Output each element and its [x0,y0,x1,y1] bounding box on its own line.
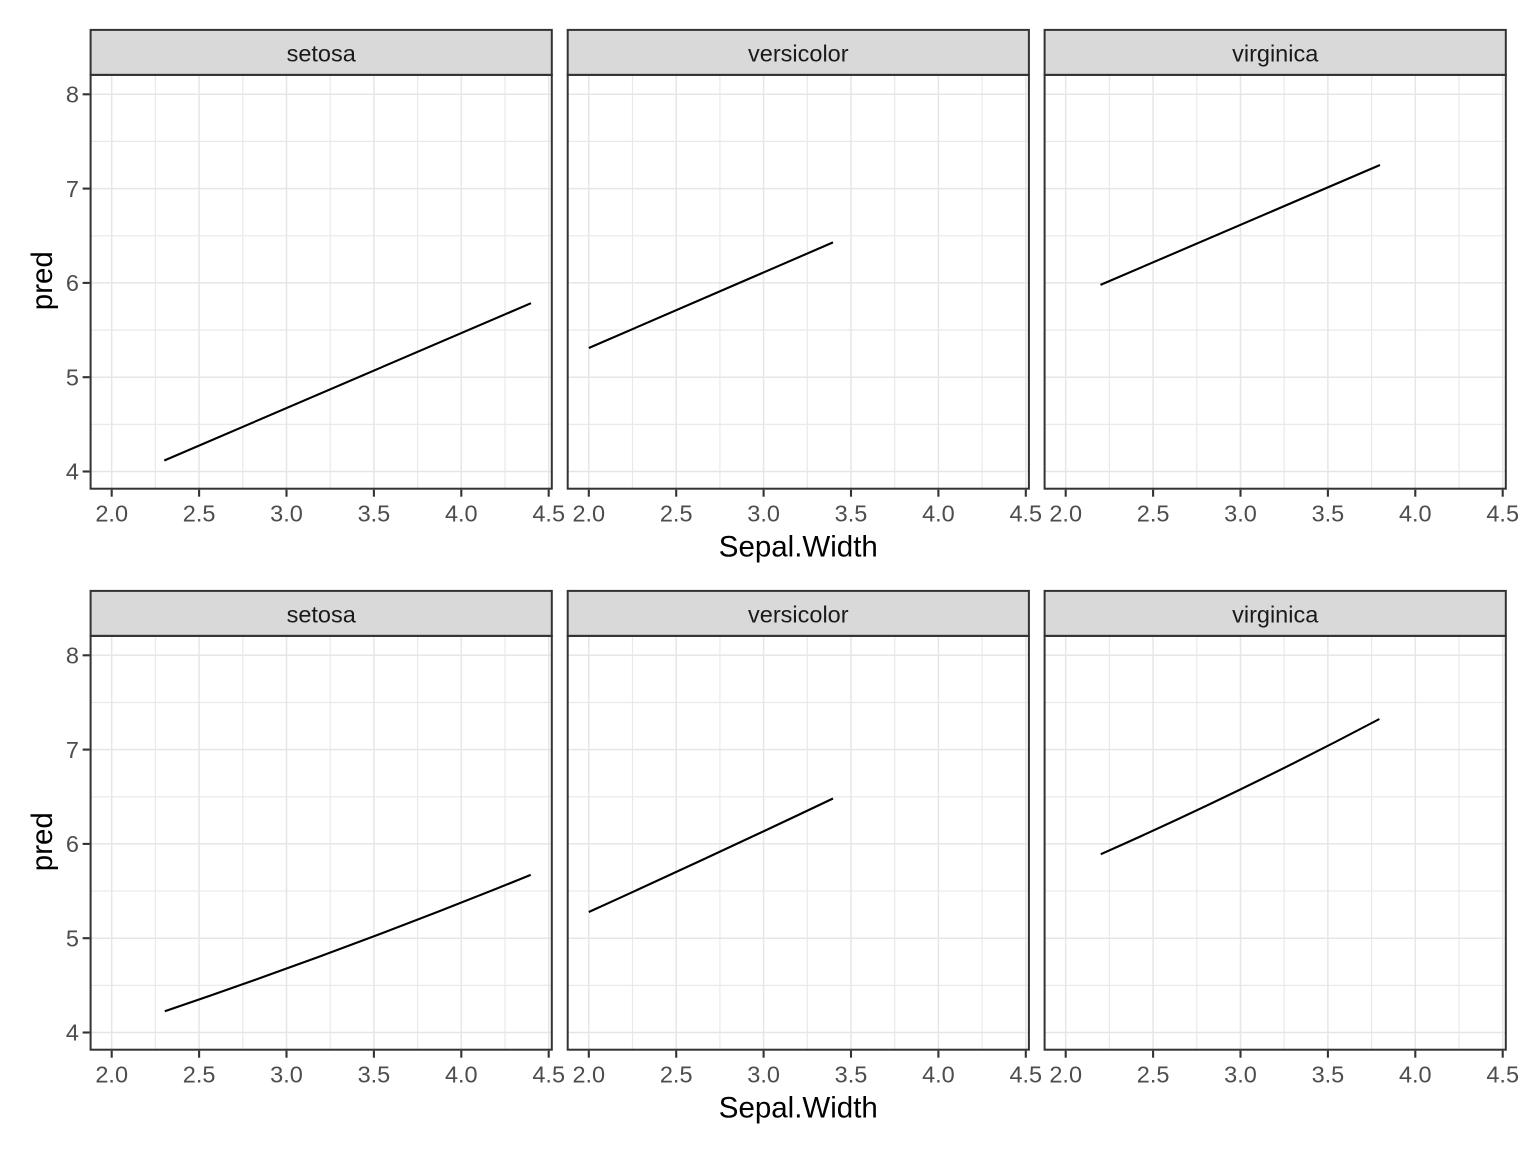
svg-text:virginica: virginica [1232,601,1319,627]
svg-text:3.5: 3.5 [1312,1062,1345,1088]
svg-text:Sepal.Width: Sepal.Width [719,531,878,564]
svg-text:3.5: 3.5 [1312,501,1345,527]
svg-text:setosa: setosa [287,40,357,66]
svg-text:6: 6 [66,831,79,857]
svg-text:7: 7 [66,737,79,763]
svg-text:4.5: 4.5 [532,1062,565,1088]
svg-text:4.5: 4.5 [1009,501,1042,527]
svg-text:4.5: 4.5 [1009,1062,1042,1088]
svg-text:3.5: 3.5 [835,1062,868,1088]
svg-text:4.0: 4.0 [1399,501,1432,527]
svg-text:3.0: 3.0 [270,1062,303,1088]
svg-text:4.0: 4.0 [922,1062,955,1088]
svg-text:virginica: virginica [1232,40,1319,66]
svg-text:3.0: 3.0 [1224,501,1257,527]
svg-text:pred: pred [26,812,59,871]
svg-text:3.0: 3.0 [747,501,780,527]
svg-text:4.5: 4.5 [1486,1062,1519,1088]
svg-text:4: 4 [66,459,79,485]
svg-text:versicolor: versicolor [748,601,849,627]
svg-text:3.0: 3.0 [747,1062,780,1088]
svg-text:3.0: 3.0 [1224,1062,1257,1088]
svg-text:2.0: 2.0 [572,1062,605,1088]
svg-text:3.5: 3.5 [358,1062,391,1088]
svg-text:pred: pred [26,251,59,310]
svg-text:2.0: 2.0 [1049,1062,1082,1088]
svg-text:4.0: 4.0 [445,501,478,527]
svg-text:4.0: 4.0 [922,501,955,527]
svg-text:2.5: 2.5 [660,1062,693,1088]
svg-text:8: 8 [66,643,79,669]
svg-text:6: 6 [66,270,79,296]
svg-text:2.5: 2.5 [660,501,693,527]
svg-text:3.5: 3.5 [358,501,391,527]
svg-text:8: 8 [66,82,79,108]
svg-text:2.5: 2.5 [183,501,216,527]
svg-text:5: 5 [66,364,79,390]
svg-text:3.5: 3.5 [835,501,868,527]
svg-text:Sepal.Width: Sepal.Width [719,1092,878,1125]
svg-text:3.0: 3.0 [270,501,303,527]
svg-text:4.0: 4.0 [445,1062,478,1088]
svg-text:4: 4 [66,1020,79,1046]
svg-text:4.0: 4.0 [1399,1062,1432,1088]
svg-text:2.5: 2.5 [183,1062,216,1088]
svg-text:4.5: 4.5 [1486,501,1519,527]
svg-text:setosa: setosa [287,601,357,627]
svg-text:2.5: 2.5 [1137,1062,1170,1088]
svg-text:2.0: 2.0 [1049,501,1082,527]
svg-text:4.5: 4.5 [532,501,565,527]
svg-text:2.5: 2.5 [1137,501,1170,527]
svg-text:7: 7 [66,176,79,202]
svg-text:2.0: 2.0 [95,1062,128,1088]
svg-text:2.0: 2.0 [95,501,128,527]
svg-text:versicolor: versicolor [748,40,849,66]
svg-text:5: 5 [66,925,79,951]
svg-text:2.0: 2.0 [572,501,605,527]
